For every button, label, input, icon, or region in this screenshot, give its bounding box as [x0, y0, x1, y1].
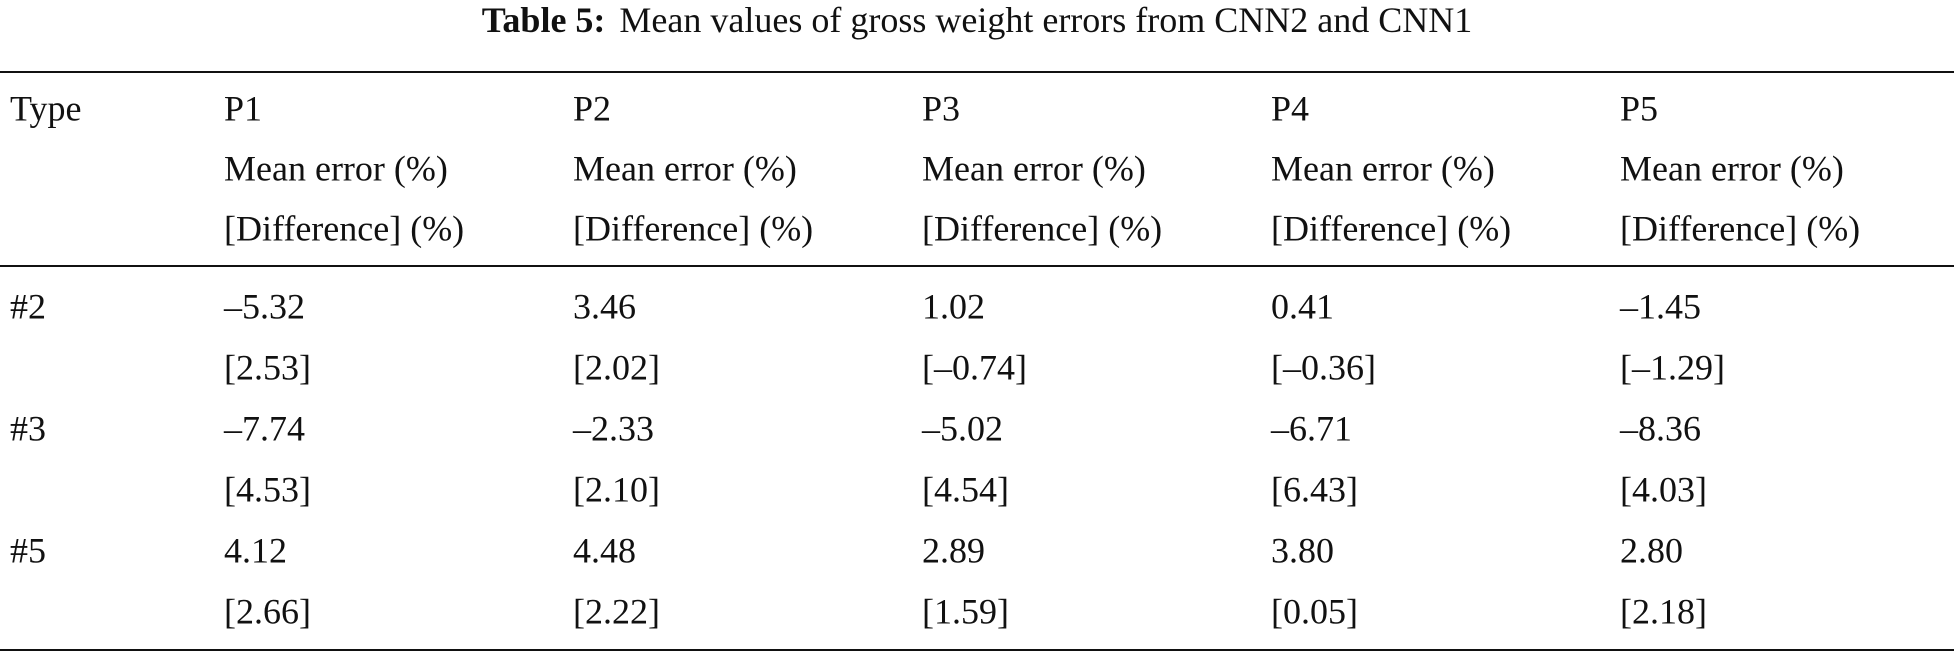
cell-mean: 1.02 [922, 286, 985, 326]
cell-mean: 2.80 [1620, 530, 1683, 570]
cell-diff: [2.10] [573, 469, 660, 509]
cell-mean: –1.45 [1619, 286, 1701, 326]
cell-mean: –5.32 [223, 286, 305, 326]
cell-diff: [4.53] [224, 469, 311, 509]
header-cell: Mean error (%) [1620, 148, 1844, 188]
cell-diff: [6.43] [1271, 469, 1358, 509]
cell-diff: [–1.29] [1620, 347, 1725, 387]
header-cell: P3 [922, 88, 960, 128]
header-cell: P2 [573, 88, 611, 128]
cell-mean: –6.71 [1270, 408, 1352, 448]
cell-diff: [2.18] [1620, 591, 1707, 631]
header-cell: Mean error (%) [224, 148, 448, 188]
cell-mean: 4.48 [573, 530, 636, 570]
header-cell: [Difference] (%) [1620, 208, 1860, 248]
header-cell: [Difference] (%) [922, 208, 1162, 248]
cell-diff: [2.22] [573, 591, 660, 631]
cell-mean: 3.80 [1271, 530, 1334, 570]
cell-diff: [1.59] [922, 591, 1009, 631]
header-cell: [Difference] (%) [1271, 208, 1511, 248]
header-cell: Type [10, 88, 81, 128]
cell-diff: [0.05] [1271, 591, 1358, 631]
cell-mean: 4.12 [224, 530, 287, 570]
cell-mean: 2.89 [922, 530, 985, 570]
cell-diff: [2.02] [573, 347, 660, 387]
cell-diff: [2.53] [224, 347, 311, 387]
cell-diff: [4.03] [1620, 469, 1707, 509]
cell-mean: –2.33 [572, 408, 654, 448]
cell-mean: –8.36 [1619, 408, 1701, 448]
cell-diff: [2.66] [224, 591, 311, 631]
header-cell: P4 [1271, 88, 1309, 128]
header-cell: P1 [224, 88, 262, 128]
header-cell: [Difference] (%) [224, 208, 464, 248]
caption-text: Mean values of gross weight errors from … [619, 0, 1472, 40]
cell-diff: [4.54] [922, 469, 1009, 509]
caption-label: Table 5: [482, 0, 606, 40]
cell-mean: –5.02 [921, 408, 1003, 448]
header-cell: [Difference] (%) [573, 208, 813, 248]
cell-diff: [–0.74] [922, 347, 1027, 387]
header-cell: Mean error (%) [1271, 148, 1495, 188]
cell-mean: 3.46 [573, 286, 636, 326]
header-cell: P5 [1620, 88, 1658, 128]
header-cell: Mean error (%) [573, 148, 797, 188]
row-label: #5 [10, 530, 46, 570]
cell-diff: [–0.36] [1271, 347, 1376, 387]
row-label: #2 [10, 286, 46, 326]
row-label: #3 [10, 408, 46, 448]
cell-mean: –7.74 [223, 408, 305, 448]
table-caption: Table 5: Mean values of gross weight erro… [482, 0, 1473, 40]
header-cell: Mean error (%) [922, 148, 1146, 188]
cell-mean: 0.41 [1271, 286, 1334, 326]
